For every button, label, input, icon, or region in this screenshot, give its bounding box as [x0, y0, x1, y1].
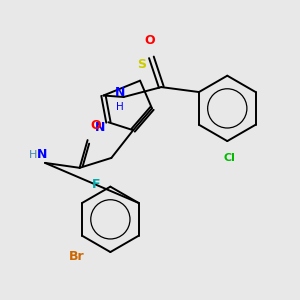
- Text: Cl: Cl: [223, 153, 235, 163]
- Text: S: S: [138, 58, 147, 71]
- Text: N: N: [95, 121, 106, 134]
- Text: O: O: [90, 119, 101, 132]
- Text: H: H: [29, 150, 37, 160]
- Text: O: O: [144, 34, 155, 47]
- Text: N: N: [115, 85, 125, 98]
- Text: N: N: [37, 148, 47, 161]
- Text: Br: Br: [69, 250, 85, 262]
- Text: H: H: [116, 102, 124, 112]
- Text: F: F: [92, 178, 101, 191]
